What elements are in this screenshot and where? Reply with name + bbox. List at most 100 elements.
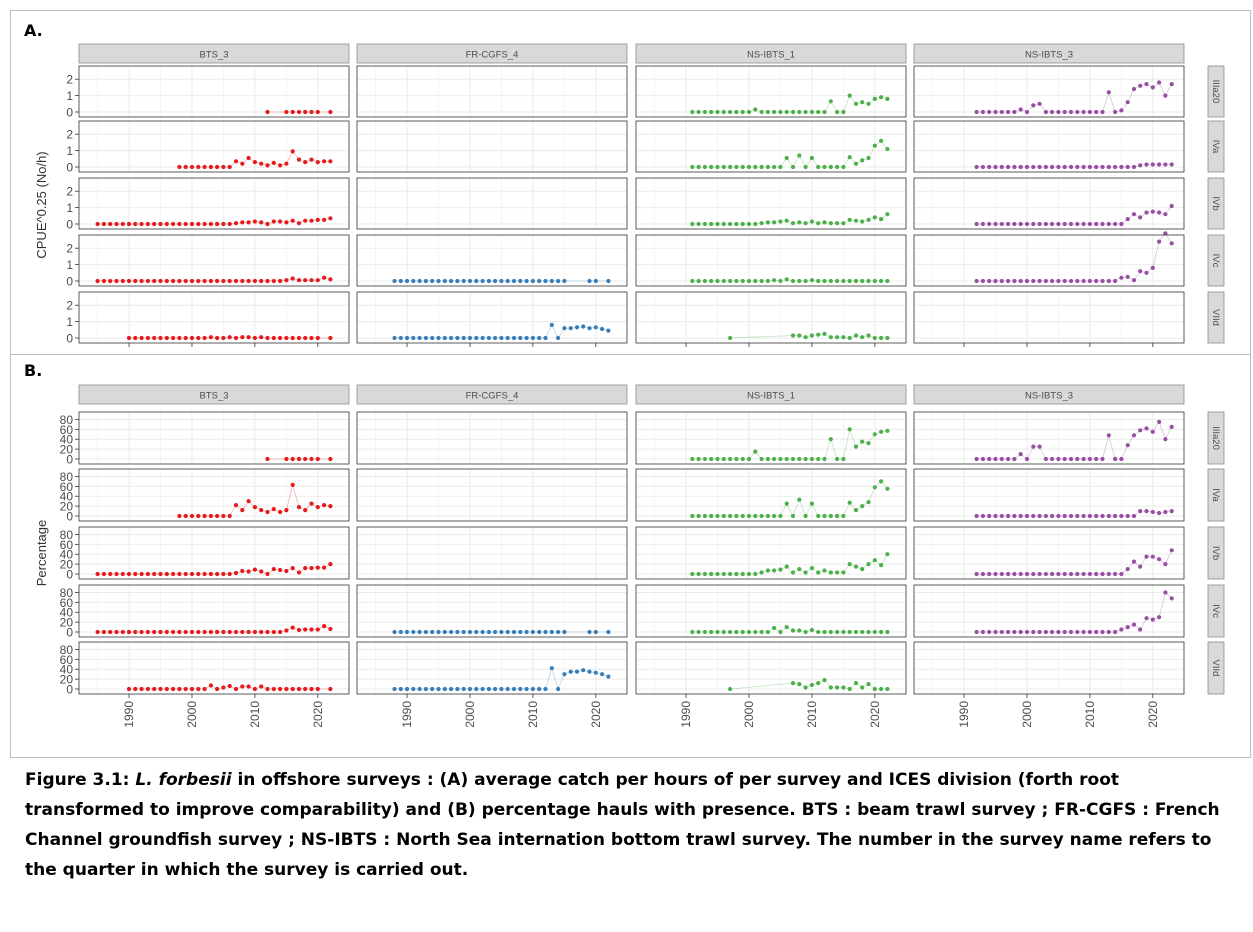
- data-point: [164, 629, 169, 635]
- panel-border: [356, 291, 628, 344]
- data-point: [993, 571, 998, 577]
- data-point: [853, 629, 859, 635]
- x-tick-label: 1990: [679, 701, 693, 728]
- data-point: [296, 570, 302, 575]
- data-point: [853, 278, 859, 284]
- y-tick-label: 40: [60, 606, 74, 620]
- data-point: [1106, 513, 1111, 519]
- data-point: [171, 278, 176, 284]
- panel-background: [357, 235, 627, 286]
- data-point: [1138, 627, 1143, 632]
- data-point: [145, 335, 150, 341]
- data-point: [734, 278, 739, 284]
- data-point: [189, 164, 195, 170]
- data-point: [480, 686, 485, 692]
- y-tick-label: 40: [60, 663, 74, 677]
- y-tick-label: 20: [60, 443, 74, 457]
- panel-border: [913, 584, 1185, 638]
- data-point: [885, 278, 890, 284]
- data-point: [1163, 162, 1168, 167]
- data-point: [392, 629, 397, 635]
- data-point: [562, 629, 567, 635]
- data-point: [974, 629, 979, 635]
- facet-row-label: IVc: [1210, 604, 1221, 618]
- data-point: [126, 571, 132, 577]
- data-point: [1113, 629, 1118, 635]
- data-point: [1119, 571, 1124, 577]
- data-point: [1031, 571, 1036, 577]
- data-point: [709, 164, 714, 170]
- data-point: [221, 571, 226, 577]
- data-point: [423, 335, 428, 341]
- data-point: [309, 157, 314, 162]
- facet-panel-NS-IBTS_3-VIId: [913, 641, 1185, 695]
- panel-border: [78, 641, 350, 695]
- data-point: [290, 218, 295, 223]
- data-point: [227, 221, 232, 227]
- y-tick-label: 60: [60, 423, 74, 437]
- data-point: [715, 109, 720, 115]
- data-point: [803, 278, 808, 284]
- data-point: [1157, 510, 1162, 516]
- x-tick-label: 2000: [185, 701, 199, 728]
- data-point: [183, 571, 188, 577]
- data-point: [108, 571, 113, 577]
- data-point: [759, 164, 764, 170]
- data-point: [999, 571, 1004, 577]
- data-point: [574, 669, 580, 674]
- data-point: [322, 503, 327, 508]
- facet-panel-NS-IBTS_1-VIId: [635, 641, 907, 695]
- data-point: [315, 278, 320, 283]
- data-point: [139, 686, 144, 692]
- panel-background: [357, 412, 627, 464]
- panel-border: [78, 584, 350, 638]
- data-point: [1018, 513, 1023, 519]
- data-point: [404, 686, 410, 692]
- y-tick-label: 0: [66, 568, 73, 582]
- data-point: [759, 570, 764, 575]
- data-point: [1043, 629, 1048, 635]
- data-point: [790, 164, 796, 170]
- data-point: [803, 164, 808, 170]
- data-point: [690, 109, 695, 115]
- data-point: [1119, 164, 1124, 170]
- facet-panel-NS-IBTS_1-IVc: [635, 584, 907, 638]
- data-point: [284, 278, 289, 283]
- data-point: [866, 217, 871, 222]
- facet-panel-NS-IBTS_3-IVc: [913, 231, 1185, 287]
- data-point: [449, 686, 454, 692]
- data-point: [303, 566, 308, 571]
- data-point: [728, 686, 733, 692]
- panel-border: [78, 526, 350, 580]
- data-point: [246, 629, 251, 635]
- data-point: [455, 278, 460, 284]
- data-point: [1100, 164, 1105, 170]
- data-point: [215, 221, 220, 227]
- data-point: [866, 278, 871, 284]
- figure-frame: [10, 10, 1251, 758]
- data-point: [1125, 274, 1130, 279]
- data-point: [101, 278, 106, 284]
- data-point: [696, 164, 701, 170]
- data-point: [803, 221, 808, 226]
- panel-background: [357, 469, 627, 521]
- data-point: [290, 149, 295, 154]
- data-point: [828, 570, 833, 575]
- data-point: [847, 93, 852, 98]
- data-point: [252, 160, 257, 165]
- data-point: [593, 629, 598, 635]
- data-point: [252, 278, 257, 284]
- data-point: [259, 508, 264, 513]
- data-point: [233, 221, 239, 226]
- data-point: [145, 571, 150, 577]
- data-point: [296, 686, 302, 692]
- data-point: [164, 278, 169, 284]
- data-point: [1100, 629, 1105, 635]
- data-point: [690, 456, 695, 462]
- panel-background: [357, 527, 627, 579]
- data-point: [866, 500, 871, 505]
- panel-border: [78, 468, 350, 522]
- data-point: [133, 335, 138, 341]
- data-point: [778, 109, 783, 115]
- data-point: [315, 565, 320, 570]
